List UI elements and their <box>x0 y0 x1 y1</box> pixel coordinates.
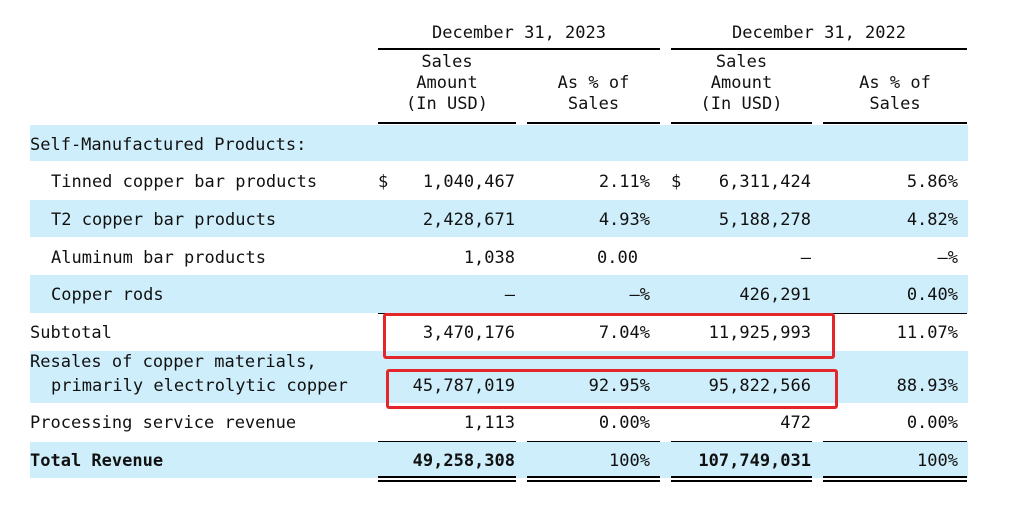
col-header-line: As % of <box>557 73 630 93</box>
highlight-box-subtotal <box>383 313 835 359</box>
col-header-line: (In USD) <box>700 94 783 114</box>
col-header-line: (In USD) <box>406 94 488 114</box>
subtotal-rule-pct-2022 <box>823 313 967 314</box>
tinned-pct-2023: 2.11% <box>598 172 650 192</box>
total-amount-2023: 49,258,308 <box>412 451 515 471</box>
total-rule-amount-2022 <box>671 441 812 442</box>
total-double-rule-pct-2022 <box>823 476 967 482</box>
period-2022-rule <box>671 48 967 50</box>
resales-pct-2023: 92.95% <box>588 376 650 396</box>
row-label-processing: Processing service revenue <box>30 413 297 433</box>
resales-pct-2022: 88.93% <box>896 376 958 396</box>
section-label: Self-Manufactured Products: <box>30 135 307 155</box>
total-rule-pct-2023 <box>527 441 660 442</box>
col-header-line: Amount <box>710 73 773 93</box>
currency-symbol-2022: $ <box>671 172 682 192</box>
total-double-rule-amount-2023 <box>378 476 516 482</box>
row-label-t2: T2 copper bar products <box>51 210 277 230</box>
aluminum-amount-2022: — <box>800 248 811 268</box>
tinned-pct-2022: 5.86% <box>906 172 958 192</box>
row-label-aluminum: Aluminum bar products <box>51 248 266 268</box>
aluminum-pct-2023: 0.00 <box>597 248 638 268</box>
rods-amount-2022: 426,291 <box>739 285 811 305</box>
t2-amount-2023: 2,428,671 <box>422 210 515 230</box>
subtotal-pct-2022: 11.07% <box>896 323 958 343</box>
resales-amount-2023: 45,787,019 <box>412 376 515 396</box>
total-rule-amount-2023 <box>378 441 516 442</box>
col-amount-2023-header: Sales Amount (In USD) <box>378 52 516 115</box>
t2-amount-2022: 5,188,278 <box>718 210 811 230</box>
band-rods <box>30 275 968 313</box>
col-pct-2023-header: As % of Sales <box>527 73 660 115</box>
total-amount-2022: 107,749,031 <box>698 451 811 471</box>
row-label-resales-line2: primarily electrolytic copper <box>51 376 348 396</box>
resales-amount-2022: 95,822,566 <box>708 376 811 396</box>
row-label-total: Total Revenue <box>30 451 164 471</box>
subtotal-pct-2023: 7.04% <box>598 323 650 343</box>
total-pct-2023: 100% <box>609 451 650 471</box>
processing-pct-2023: 0.00% <box>598 413 650 433</box>
col-header-line: As % of <box>859 73 931 93</box>
band-total <box>30 442 968 478</box>
currency-symbol-2023: $ <box>378 172 389 192</box>
band-t2 <box>30 200 968 237</box>
col-header-line: Sales <box>567 94 620 114</box>
period-2023-title: December 31, 2023 <box>432 23 606 43</box>
col-header-line: Sales <box>869 94 921 114</box>
rods-pct-2022: 0.40% <box>906 285 958 305</box>
processing-amount-2022: 472 <box>780 413 811 433</box>
row-label-subtotal: Subtotal <box>30 323 112 343</box>
col-header-line: Amount <box>416 73 478 93</box>
total-double-rule-pct-2023 <box>527 476 660 482</box>
rods-amount-2023: — <box>504 285 515 305</box>
row-label-rods: Copper rods <box>51 285 164 305</box>
subtotal-amount-2022: 11,925,993 <box>708 323 811 343</box>
aluminum-amount-2023: 1,038 <box>463 248 515 268</box>
band-resales <box>30 351 968 403</box>
period-2023-rule <box>378 48 660 50</box>
col-amount-2022-rule <box>671 122 812 124</box>
col-pct-2022-header: As % of Sales <box>823 73 967 115</box>
period-2022-title: December 31, 2022 <box>732 23 906 43</box>
rods-pct-2023: —% <box>629 285 650 305</box>
t2-pct-2022: 4.82% <box>906 210 958 230</box>
col-header-line: Sales <box>715 52 768 72</box>
processing-amount-2023: 1,113 <box>463 413 515 433</box>
aluminum-pct-2022: —% <box>937 248 958 268</box>
t2-pct-2023: 4.93% <box>598 210 650 230</box>
col-pct-2022-rule <box>823 122 967 124</box>
col-pct-2023-rule <box>527 122 660 124</box>
row-label-tinned: Tinned copper bar products <box>51 172 318 192</box>
tinned-amount-2023: 1,040,467 <box>422 172 515 192</box>
total-double-rule-amount-2022 <box>671 476 812 482</box>
tinned-amount-2022: 6,311,424 <box>718 172 811 192</box>
subtotal-amount-2023: 3,470,176 <box>422 323 515 343</box>
total-rule-pct-2022 <box>823 441 967 442</box>
col-amount-2022-header: Sales Amount (In USD) <box>671 52 812 115</box>
col-header-line: Sales <box>421 52 473 72</box>
col-amount-2023-rule <box>378 122 516 124</box>
total-pct-2022: 100% <box>917 451 958 471</box>
processing-pct-2022: 0.00% <box>906 413 958 433</box>
row-label-resales-line1: Resales of copper materials, <box>30 352 317 372</box>
band-section <box>30 125 968 161</box>
highlight-box-resales <box>386 369 838 409</box>
